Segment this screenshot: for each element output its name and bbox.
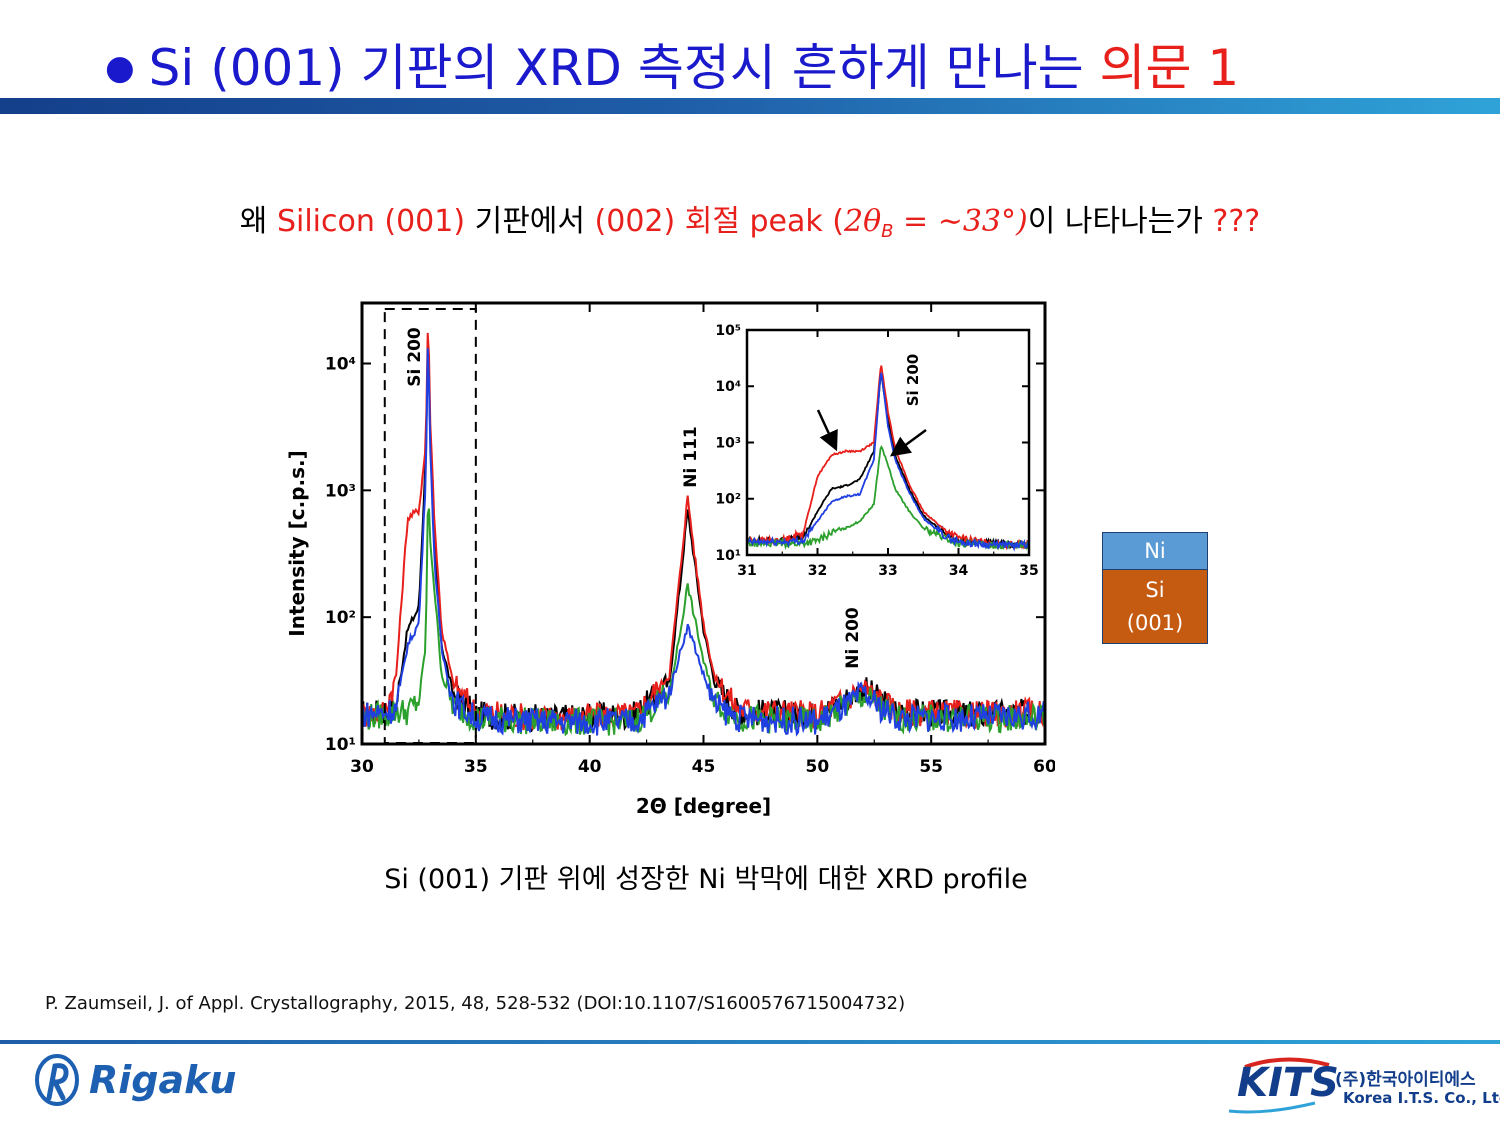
rigaku-logo: Rigaku xyxy=(33,1052,273,1112)
title-divider xyxy=(0,98,1500,114)
annotation-si200: Si 200 xyxy=(405,327,425,387)
rigaku-emblem-icon xyxy=(35,1054,79,1106)
main-series-line xyxy=(362,348,1045,737)
question-line: 왜 Silicon (001) 기판에서 (002) 회절 peak (2θB … xyxy=(0,196,1500,242)
figure-caption: Si (001) 기판 위에 성장한 Ni 박막에 대한 XRD profile xyxy=(384,864,1028,895)
ni-layer: Ni xyxy=(1102,532,1208,570)
inset-x-tick-label: 35 xyxy=(1019,563,1038,579)
inset-x-tick-label: 32 xyxy=(808,563,827,579)
slide-title: ● Si (001) 기판의 XRD 측정시 흔하게 만나는 의문 1 xyxy=(105,28,1239,100)
footer-divider xyxy=(0,1040,1500,1044)
main-x-tick-label: 35 xyxy=(464,757,488,777)
inset-y-tick-label: 10² xyxy=(715,492,741,508)
xrd-chart-svg: 30 35 40 45 50 55 60 10¹ 10² 10³ 10⁴ 2Θ [degree] Int… xyxy=(285,301,1057,818)
x-axis-label: 2Θ [degree] xyxy=(636,794,771,818)
inset-series-line xyxy=(747,372,1029,552)
annotation-ni200: Ni 200 xyxy=(843,607,863,669)
question-part: ??? xyxy=(1212,204,1261,239)
main-y-tick-label: 10² xyxy=(325,608,356,628)
kits-logo: KITS (주)한국아이티에스 Korea I.T.S. Co., Ltd. xyxy=(1225,1055,1500,1115)
main-x-tick-label: 40 xyxy=(578,757,602,777)
title-text: Si (001) 기판의 XRD 측정시 흔하게 만나는 xyxy=(148,39,1100,97)
main-x-tick-label: 60 xyxy=(1033,757,1055,777)
xrd-chart: 30 35 40 45 50 55 60 10¹ 10² 10³ 10⁴ 2Θ [degree] Int… xyxy=(280,295,1057,825)
inset-arrow-right xyxy=(889,428,927,457)
question-part: (002) 회절 peak ( xyxy=(594,204,844,239)
question-part: 기판에서 xyxy=(474,204,595,239)
title-highlight: 의문 1 xyxy=(1099,39,1240,97)
question-part: 이 나타나는가 xyxy=(1027,204,1213,239)
main-x-tick-label: 55 xyxy=(919,757,943,777)
question-part: Silicon (001) xyxy=(276,204,475,239)
si-layer-label: Si xyxy=(1145,578,1165,602)
question-math: = ∼33°) xyxy=(893,204,1028,239)
si-substrate-layer: Si (001) xyxy=(1102,570,1208,644)
si200-dashed-box xyxy=(383,308,477,744)
question-math: 2θ xyxy=(843,204,882,239)
bullet-icon: ● xyxy=(105,48,135,88)
main-y-tick-label: 10³ xyxy=(325,481,356,501)
inset-plot-background xyxy=(747,330,1029,555)
question-part: 왜 xyxy=(239,204,277,239)
citation: P. Zaumseil, J. of Appl. Crystallography… xyxy=(45,993,906,1014)
kits-english-name: Korea I.T.S. Co., Ltd. xyxy=(1343,1089,1500,1107)
inset-y-tick-label: 10³ xyxy=(715,435,741,451)
inset-series-line xyxy=(747,365,1029,551)
main-x-tick-label: 50 xyxy=(805,757,829,777)
inset-x-tick-label: 31 xyxy=(737,563,756,579)
kits-swoosh-icon xyxy=(1228,1057,1330,1114)
inset-arrow-left xyxy=(816,409,838,452)
layer-stack-diagram: Ni Si (001) xyxy=(1102,532,1208,644)
question-math-subscript: B xyxy=(881,221,894,242)
inset-y-tick-label: 10⁴ xyxy=(715,379,741,395)
rigaku-wordmark: Rigaku xyxy=(89,1058,237,1102)
inset-x-tick-label: 33 xyxy=(878,563,897,579)
y-axis-label: Intensity [c.p.s.] xyxy=(285,450,309,637)
main-x-tick-label: 45 xyxy=(692,757,716,777)
kits-korean-name: (주)한국아이티에스 xyxy=(1335,1070,1476,1090)
inset-y-tick-label: 10⁵ xyxy=(715,323,741,339)
main-y-tick-label: 10⁴ xyxy=(325,354,356,374)
main-x-tick-label: 30 xyxy=(350,757,374,777)
inset-x-tick-label: 34 xyxy=(949,563,969,579)
main-y-tick-label: 10¹ xyxy=(325,735,356,755)
main-series-line xyxy=(362,352,1045,733)
kits-wordmark: KITS xyxy=(1237,1060,1339,1106)
annotation-ni111: Ni 111 xyxy=(681,426,701,487)
si-layer-orientation: (001) xyxy=(1126,611,1184,635)
inset-y-tick-label: 10¹ xyxy=(715,548,741,564)
inset-annotation-si200: Si 200 xyxy=(904,354,922,406)
